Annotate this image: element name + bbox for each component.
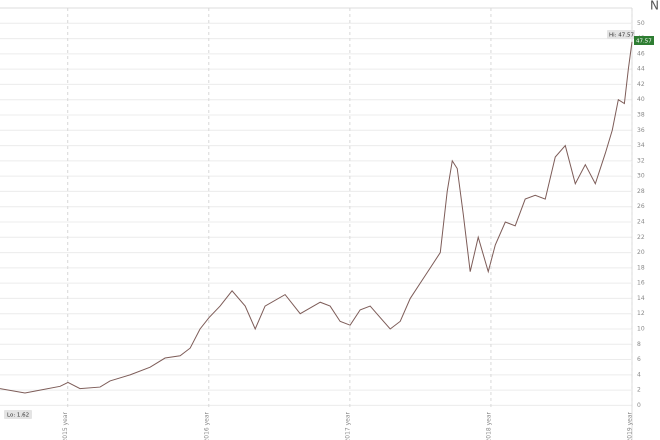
hi-box (607, 30, 635, 39)
y-tick-label: 2 (637, 387, 641, 394)
y-tick-label: 50 (637, 20, 645, 27)
y-tick-label: 20 (637, 249, 645, 256)
y-tick-label: 8 (637, 341, 641, 348)
y-tick-label: 34 (637, 142, 645, 149)
y-tick-label: 22 (637, 234, 645, 241)
y-tick-label: 38 (637, 111, 645, 118)
last-annotation: 47.57 (634, 36, 654, 45)
y-tick-label: 4 (637, 371, 641, 378)
hi-annotation: Hi: 47.57 (607, 30, 635, 39)
y-tick-label: 44 (637, 66, 645, 73)
y-tick-label: 36 (637, 127, 645, 134)
last-label: 47.57 (636, 39, 652, 45)
y-tick-label: 24 (637, 218, 645, 225)
y-tick-label: 12 (637, 310, 645, 317)
x-tick-label: 2018 year (485, 411, 492, 440)
last-box (634, 36, 654, 45)
y-tick-label: 26 (637, 203, 645, 210)
lo-label: Lo: 1.62 (7, 413, 29, 419)
x-tick-label: 2016 year (203, 411, 210, 440)
y-tick-label: 46 (637, 50, 645, 57)
y-tick-label: 42 (637, 81, 645, 88)
y-tick-label: 18 (637, 264, 645, 271)
hi-label: Hi: 47.57 (609, 33, 635, 39)
corner-label: N (650, 0, 659, 13)
lo-annotation: Lo: 1.62 (4, 410, 32, 419)
price-line (0, 41, 633, 394)
y-tick-label: 10 (637, 325, 645, 332)
y-tick-label: 6 (637, 356, 641, 363)
x-tick-label: 2015 year (62, 411, 69, 440)
y-tick-label: 40 (637, 96, 645, 103)
x-tick-label: 2017 year (344, 411, 351, 440)
y-tick-label: 32 (637, 157, 645, 164)
y-tick-label: 30 (637, 173, 645, 180)
y-tick-label: 28 (637, 188, 645, 195)
y-tick-label: 0 (637, 402, 641, 409)
lo-box (4, 410, 32, 419)
x-tick-label: 2019 year (627, 411, 634, 440)
y-tick-label: 14 (637, 295, 645, 302)
y-tick-label: 16 (637, 280, 645, 287)
